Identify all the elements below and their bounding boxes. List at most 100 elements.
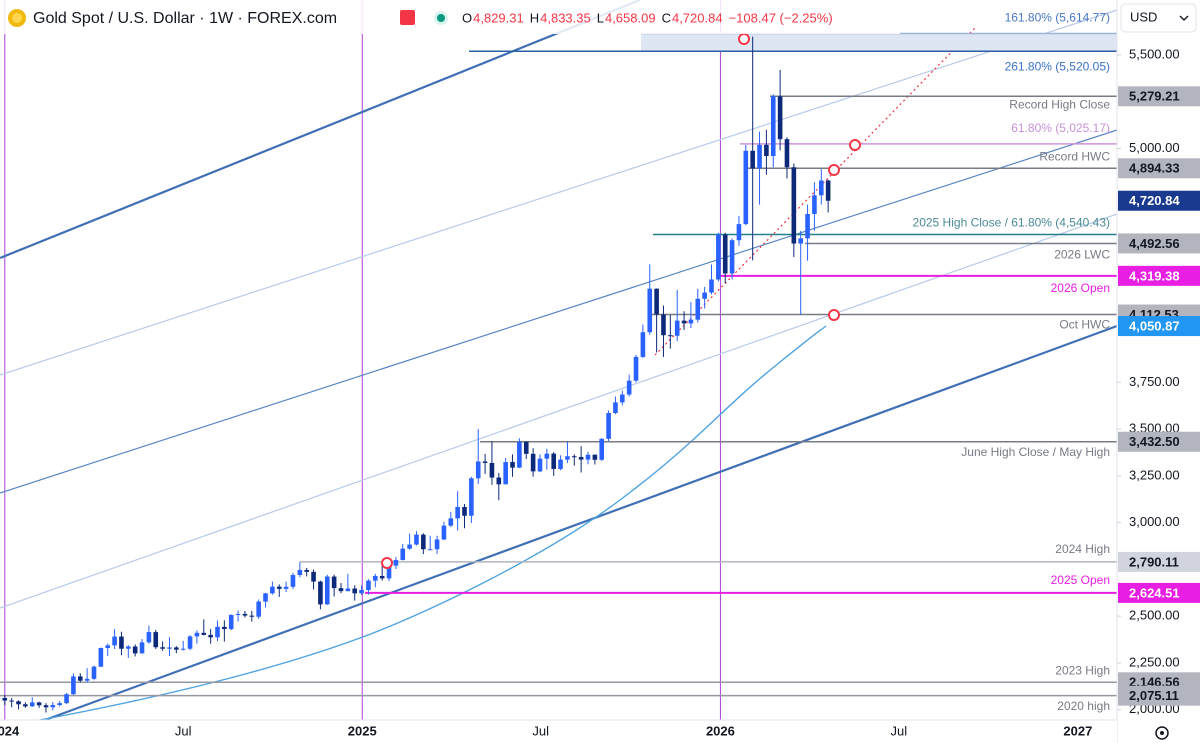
y-tick-label: 3,750.00	[1129, 374, 1180, 389]
currency[interactable]: USD	[1130, 9, 1157, 24]
candle-body	[249, 615, 255, 617]
candle-body	[366, 580, 371, 590]
time-axis	[0, 720, 1117, 743]
candle-body	[709, 279, 714, 293]
candle-body	[681, 320, 687, 324]
candle-body	[750, 150, 755, 169]
level-label: 2025 Open	[1051, 573, 1110, 587]
candle-body	[256, 601, 261, 617]
candle-body	[571, 456, 577, 458]
ohlc-key: O	[462, 10, 472, 25]
chart-title: Gold Spot / U.S. Dollar · 1W · FOREX.com	[33, 10, 337, 27]
price-box	[1118, 685, 1200, 706]
candle-body	[2, 697, 8, 701]
x-tick-label: 2024	[0, 723, 20, 738]
candle-body	[647, 288, 653, 333]
price-box-label: 4,492.56	[1129, 236, 1180, 251]
candle-body	[544, 453, 550, 459]
level-label: 2020 high	[1057, 699, 1110, 713]
candle-body	[400, 548, 406, 561]
candle-body	[345, 588, 351, 592]
candle-body	[222, 626, 227, 630]
level-label: Record High Close	[1009, 97, 1110, 111]
candle-body	[640, 332, 646, 357]
candle-body	[187, 636, 193, 649]
x-tick-label: 2025	[348, 723, 377, 738]
markers	[381, 33, 861, 569]
candle-body	[167, 647, 172, 649]
price-box	[1118, 316, 1200, 337]
candle-body	[599, 438, 605, 460]
price-axis	[1117, 0, 1200, 743]
candle-body	[311, 571, 316, 582]
candle-body	[517, 441, 522, 468]
status-icon-dot	[437, 14, 445, 22]
ohlc-value: 4,720.84	[672, 10, 723, 25]
level-label: 61.80% (5,025.17)	[1011, 121, 1110, 135]
candle-body	[174, 647, 179, 650]
candle-body	[373, 575, 378, 581]
level-labels: 161.80% (5,614.77) 261.80% (5,520.05) Reco…	[913, 11, 1111, 713]
candle-body	[764, 144, 769, 157]
candle-body	[805, 213, 810, 239]
candle-body	[626, 380, 632, 395]
level-label: 261.80% (5,520.05)	[1005, 59, 1110, 73]
candle-body	[228, 614, 234, 630]
candle-body	[208, 634, 213, 638]
candle-body	[496, 477, 502, 485]
y-tick-label: 5,000.00	[1129, 140, 1180, 155]
candle-body	[215, 626, 220, 638]
candle-body	[722, 234, 728, 274]
axes: 2024 Jul 2025 Jul 2026 Jul 2027 5,500.00 5,000.0…	[0, 46, 1200, 738]
candle-body	[462, 506, 467, 516]
candle-body	[757, 144, 762, 169]
symbol-icon-inner	[12, 13, 22, 23]
level-label: 2026 Open	[1051, 281, 1110, 295]
candle-body	[105, 645, 111, 648]
x-tick-label: 2026	[706, 723, 735, 738]
candle-body	[9, 700, 14, 702]
price-box	[1118, 265, 1200, 286]
candle-body	[112, 636, 117, 646]
y-tick-label: 3,000.00	[1129, 514, 1180, 529]
y-tick-label: 5,500.00	[1129, 46, 1180, 61]
candle-body	[702, 292, 707, 299]
candle-body	[592, 454, 598, 460]
level-label: 2025 High Close / 61.80% (4,540.43)	[913, 216, 1110, 230]
price-box-label: 4,894.33	[1129, 161, 1180, 176]
candle-body	[558, 459, 563, 469]
channel-line	[0, 213, 1118, 609]
candle-body	[297, 569, 303, 576]
candle-body	[414, 534, 419, 545]
ohlc-key: H	[530, 10, 539, 25]
flag-icon[interactable]	[400, 10, 415, 25]
ohlc-value: 4,658.09	[605, 10, 656, 25]
candle-body	[407, 544, 412, 549]
chevron	[1179, 15, 1189, 21]
candle-body	[551, 453, 556, 469]
candle-body	[791, 167, 797, 244]
price-box-label: 4,319.38	[1129, 268, 1180, 283]
price-box	[1118, 158, 1200, 179]
candle-body	[283, 586, 289, 589]
marker	[738, 33, 750, 45]
candle-body	[585, 454, 591, 460]
level-label: 2023 High	[1055, 663, 1110, 677]
candle-body	[818, 180, 824, 196]
candle-body	[126, 646, 131, 649]
candle-body	[29, 702, 35, 707]
candle-body	[91, 666, 97, 679]
candle-body	[43, 705, 49, 708]
ohlc-value: 4,833.35	[540, 10, 591, 25]
candle-body	[180, 648, 186, 650]
candle-body	[716, 234, 721, 280]
channel-line	[0, 0, 641, 260]
settings-icon[interactable]	[1155, 726, 1169, 740]
y-tick-label: 2,500.00	[1129, 608, 1180, 623]
currency-button[interactable]	[1120, 3, 1197, 33]
candle-body	[489, 462, 495, 478]
candle-body	[455, 506, 460, 519]
level-label: Oct HWC	[1059, 318, 1110, 332]
candle-body	[770, 96, 776, 157]
